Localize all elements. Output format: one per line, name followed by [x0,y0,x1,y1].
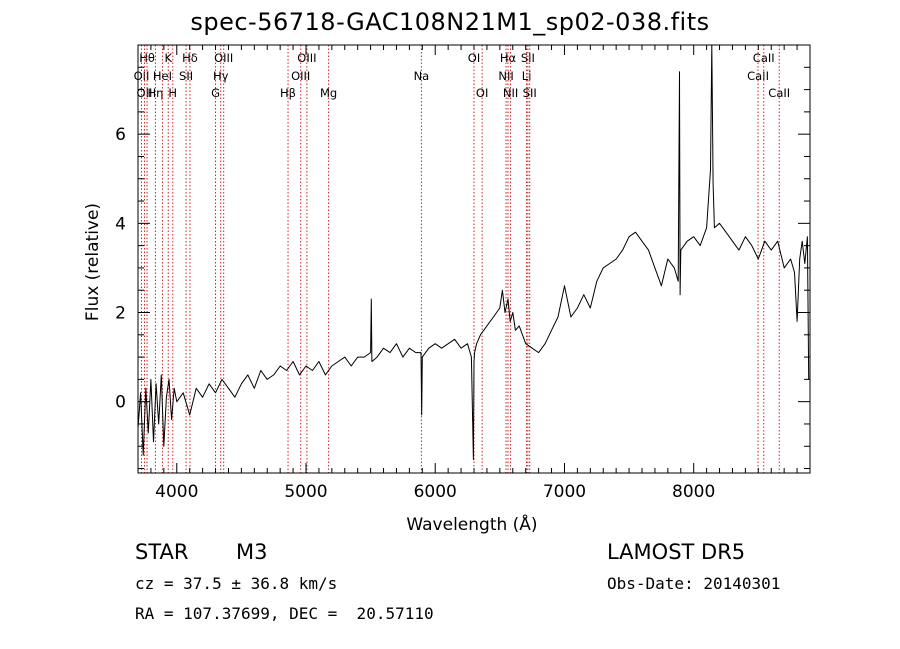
object-subclass: M3 [236,540,268,564]
spectral-line-label: Hα [500,51,517,65]
object-class: STAR [135,540,189,564]
y-tick-label: 6 [115,125,126,145]
x-tick-label: 5000 [284,482,327,502]
spectral-line-label: NII [498,69,513,83]
spectrum-line [137,44,810,461]
spectral-line-label: H [168,86,177,100]
x-tick-label: 7000 [543,482,586,502]
spectral-line-label: SII [523,86,537,100]
y-tick-label: 0 [115,393,126,413]
spectral-line-label: Mg [320,86,337,100]
spectral-line-label: OIII [214,51,233,65]
spectral-line-label: SII [179,69,193,83]
spectral-line-label: Na [414,69,430,83]
spectral-line-label: Hβ [280,86,296,100]
spectral-line-label: Hδ [182,51,198,65]
spectral-line-label: NII [503,86,518,100]
spectral-line-label: OI [476,86,488,100]
spectral-line-label: Hγ [213,69,229,83]
x-tick-label: 8000 [672,482,715,502]
spectral-line-label: OI [468,51,480,65]
spectral-line-label: OIII [297,51,316,65]
spectral-line-label: Hθ [139,51,155,65]
chart-title: spec-56718-GAC108N21M1_sp02-038.fits [190,8,710,36]
spectral-line-label: Li [522,69,532,83]
x-tick-label: 4000 [155,482,198,502]
y-axis-label: Flux (relative) [83,203,103,321]
spectral-line-label: HeI [153,69,172,83]
redshift-cz: cz = 37.5 ± 36.8 km/s [135,574,338,593]
x-axis-label: Wavelength (Å) [406,513,537,535]
survey-name: LAMOST DR5 [607,540,746,564]
spectrum-plot: OIIOIIHθHηHeIKHSIIHδGHγOIIIHβOIIIOIIIMgN… [83,44,811,535]
spectral-line-label: G [211,86,220,100]
spectral-line-label: CaII [753,51,775,65]
spectral-line-label: CaII [768,86,790,100]
observation-date: Obs-Date: 20140301 [607,574,781,593]
spectral-line-label: CaII [747,69,769,83]
spectral-line-label: K [164,51,172,65]
spectral-line-label: Hη [147,86,163,100]
spectral-line-label: SII [521,51,535,65]
y-tick-label: 4 [115,214,126,234]
y-tick-label: 2 [115,304,126,324]
spectral-line-label: OIII [291,69,310,83]
ra-dec: RA = 107.37699, DEC = 20.57110 [135,604,434,623]
x-tick-label: 6000 [414,482,457,502]
